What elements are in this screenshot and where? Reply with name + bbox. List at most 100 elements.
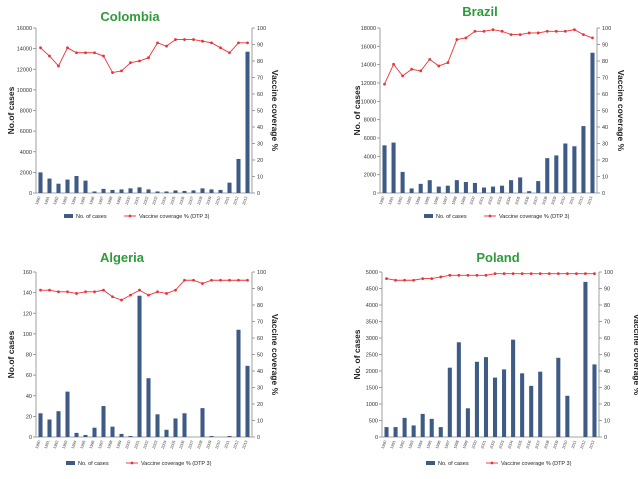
bar-2011 [572,146,577,193]
coverage-point-2011 [228,51,231,55]
bar-1992 [402,417,407,437]
x-tick-label: 2003 [152,196,159,205]
bar-1991 [47,178,52,193]
x-tick-label: 1992 [397,196,404,205]
coverage-point-2008 [547,272,551,276]
coverage-point-1997 [102,54,105,58]
legend-cases-swatch [424,214,433,218]
bar-2008 [200,408,205,437]
y-tick-label: 2000 [20,170,32,176]
x-tick-label: 2007 [188,196,195,205]
coverage-point-2003 [156,290,159,294]
coverage-point-2012 [237,41,240,45]
y2-tick-label: 100 [257,26,266,32]
coverage-point-2003 [500,29,504,33]
bar-2013 [592,364,597,437]
x-tick-label: 2005 [170,196,177,205]
bar-1998 [110,426,115,437]
coverage-point-2010 [219,278,222,282]
bar-2003 [155,191,160,193]
bar-1999 [465,408,470,437]
bar-1996 [436,186,441,193]
y-tick-label: 0 [29,435,32,441]
bar-2009 [209,435,214,437]
bar-1993 [409,188,414,193]
y2-tick-label: 70 [257,76,263,82]
y2-tick-label: 0 [602,191,605,197]
y2-tick-label: 80 [602,59,608,65]
coverage-point-2011 [574,272,578,276]
coverage-point-2004 [511,272,515,276]
bar-1996 [438,427,443,437]
bar-2005 [173,418,178,437]
x-tick-label: 2001 [134,196,141,205]
coverage-point-2004 [509,33,513,36]
bar-2002 [146,378,151,437]
bar-2008 [545,158,550,193]
coverage-point-2003 [502,272,506,276]
legend-coverage-marker [128,214,132,218]
bar-2006 [182,413,187,437]
coverage-point-1998 [111,71,114,74]
x-tick-label: 2011 [571,440,578,449]
coverage-point-2005 [174,38,177,41]
bar-2007 [536,181,541,193]
legend-coverage-label: Vaccine coverage % (DTP 3) [139,214,210,220]
y-tick-label: 6000 [20,129,32,135]
y-tick-label: 2000 [364,173,376,179]
x-tick-label: 2012 [233,196,240,205]
bar-2010 [565,395,570,437]
coverage-point-1993 [66,46,69,50]
y2-tick-label: 20 [602,158,608,164]
x-tick-label: 2011 [224,196,231,205]
bar-2012 [583,281,588,437]
y2-tick-label: 30 [257,386,263,392]
x-tick-label: 2010 [215,196,222,205]
coverage-point-1992 [401,74,405,78]
y2-tick-label: 50 [257,353,263,359]
coverage-point-1990 [39,46,42,50]
x-tick-label: 2006 [523,196,530,205]
y2-tick-label: 20 [257,158,263,164]
y-tick-label: 3500 [366,320,378,326]
x-tick-label: 2004 [505,196,512,205]
y-tick-label: 140 [23,291,32,297]
y-tick-label: 0 [375,435,378,441]
y2-tick-label: 10 [602,175,608,181]
y2-tick-label: 0 [604,435,607,441]
y2-axis-label: Vaccine coverage % [632,314,638,396]
bar-1994 [420,413,425,437]
bar-1991 [393,427,398,437]
y2-tick-label: 0 [257,435,260,441]
x-tick-label: 2012 [578,196,585,205]
bar-2004 [164,429,169,437]
y-tick-label: 4000 [20,150,32,156]
bar-1998 [456,342,461,437]
coverage-point-2004 [165,44,168,48]
x-tick-label: 1990 [35,440,42,449]
y-tick-label: 160 [23,270,32,276]
coverage-point-1991 [392,62,395,66]
bar-1991 [47,419,52,437]
legend: No. of cases Vaccine coverage % (DTP 3) [64,214,210,220]
y-tick-label: 500 [369,419,378,425]
coverage-point-1991 [48,288,51,292]
coverage-point-2001 [138,59,141,63]
y-tick-label: 8000 [364,118,376,124]
x-tick-label: 2009 [206,196,213,205]
bar-1993 [65,391,70,437]
coverage-point-1997 [448,273,452,277]
x-tick-label: 2008 [542,196,549,205]
coverage-point-1995 [430,277,434,280]
legend-coverage-label: Vaccine coverage % (DTP 3) [501,461,572,467]
y2-tick-label: 40 [257,369,263,375]
x-tick-label: 1994 [417,440,424,449]
y-tick-label: 120 [23,311,32,317]
bar-1999 [119,189,124,193]
coverage-point-1992 [57,64,60,68]
coverage-point-1992 [57,290,60,294]
coverage-point-2000 [473,29,477,33]
coverage-point-2005 [520,272,524,276]
coverage-point-1996 [93,51,96,55]
x-tick-label: 2003 [498,440,505,449]
